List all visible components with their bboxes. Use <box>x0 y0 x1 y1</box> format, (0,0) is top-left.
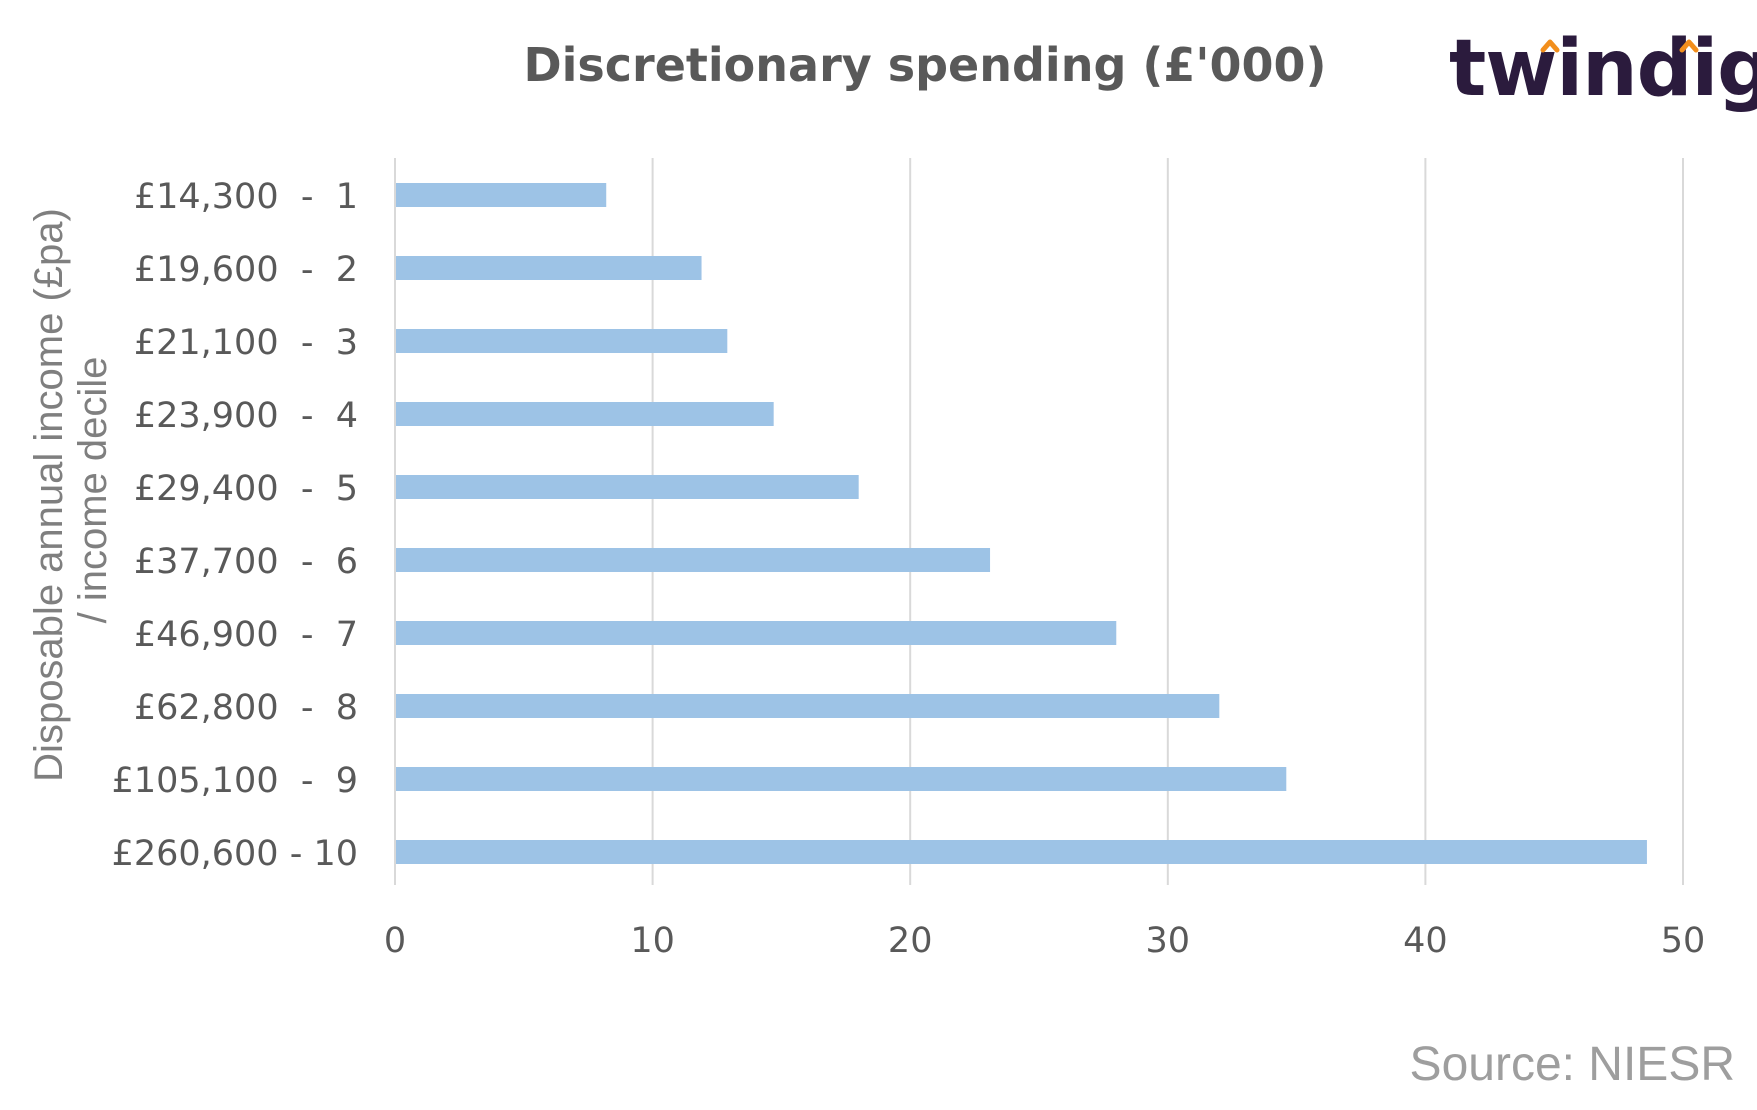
category-label-5: £29,400 - 5 <box>134 469 358 509</box>
category-label-3: £21,100 - 3 <box>134 323 358 363</box>
twindig-logo: twindig <box>1449 20 1757 120</box>
bar-2 <box>396 256 702 280</box>
bar-1 <box>396 183 607 207</box>
logo-accent-icon <box>1540 39 1699 53</box>
bar-5 <box>396 475 859 499</box>
bar-4 <box>396 402 774 426</box>
bar-9 <box>396 767 1287 791</box>
bars <box>396 183 1647 864</box>
y-axis-label-line-2: / income decile <box>71 357 115 624</box>
category-label-4: £23,900 - 4 <box>134 396 358 436</box>
category-label-1: £14,300 - 1 <box>134 177 358 217</box>
category-label-6: £37,700 - 6 <box>134 542 358 582</box>
x-tick-label-40: 40 <box>1403 921 1448 961</box>
chart-title: Discretionary spending (£'000) <box>523 38 1327 92</box>
x-tick-label-20: 20 <box>888 921 933 961</box>
bar-6 <box>396 548 991 572</box>
category-label-8: £62,800 - 8 <box>134 688 358 728</box>
category-label-10: £260,600 - 10 <box>112 834 358 874</box>
y-axis-label: Disposable annual income (£pa) / income d… <box>27 208 115 782</box>
bar-7 <box>396 621 1117 645</box>
bar-8 <box>396 694 1220 718</box>
x-tick-label-10: 10 <box>630 921 675 961</box>
bar-3 <box>396 329 728 353</box>
source-note: Source: NIESR <box>1409 1038 1735 1091</box>
category-label-9: £105,100 - 9 <box>112 761 358 801</box>
logo-text: twindig <box>1449 24 1757 114</box>
y-axis-label-line-1: Disposable annual income (£pa) <box>27 208 71 782</box>
category-labels: £14,300 - 1 £19,600 - 2 £21,100 - 3 £23,900… <box>112 177 358 874</box>
x-tick-label-0: 0 <box>384 921 406 961</box>
x-tick-label-30: 30 <box>1146 921 1191 961</box>
category-label-2: £19,600 - 2 <box>134 250 358 290</box>
category-label-7: £46,900 - 7 <box>134 615 358 655</box>
gridlines <box>394 158 1684 885</box>
x-tick-label-50: 50 <box>1661 921 1706 961</box>
x-tick-labels: 0 10 20 30 40 50 <box>384 921 1705 961</box>
bar-10 <box>396 840 1647 864</box>
